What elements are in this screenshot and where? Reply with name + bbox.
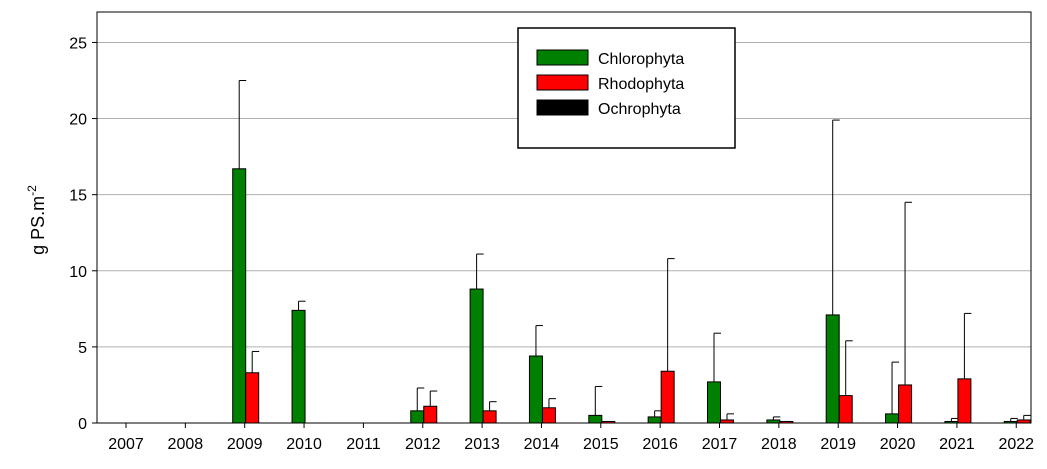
x-tick-label: 2020 [880, 436, 916, 453]
bar [528, 355, 543, 424]
bar [423, 405, 438, 424]
y-tick-label: 5 [78, 340, 87, 357]
x-tick-label: 2021 [939, 436, 975, 453]
bar [469, 288, 484, 424]
plot-frame [96, 11, 1032, 424]
x-tick-label: 2017 [702, 436, 738, 453]
legend-swatch [536, 49, 589, 66]
legend-swatch [536, 99, 589, 116]
legend-label: Ochrophyta [598, 101, 681, 118]
x-tick-label: 2016 [642, 436, 678, 453]
x-tick-label: 2014 [524, 436, 560, 453]
bar [885, 413, 900, 424]
legend-label: Chlorophyta [598, 51, 684, 68]
x-tick-label: 2015 [583, 436, 619, 453]
x-tick-label: 2012 [405, 436, 441, 453]
x-tick-label: 2008 [168, 436, 204, 453]
legend-label: Rhodophyta [598, 76, 684, 93]
bar [291, 309, 306, 424]
bar [588, 414, 603, 424]
x-tick-label: 2013 [464, 436, 500, 453]
y-tick-label: 15 [69, 188, 87, 205]
bar [957, 378, 972, 424]
bar [232, 168, 247, 424]
y-tick-label: 20 [69, 112, 87, 129]
bar [898, 384, 913, 424]
y-axis-label-sup: -2 [25, 185, 39, 196]
legend-swatch [536, 74, 589, 91]
y-tick-label: 10 [69, 264, 87, 281]
bar [660, 370, 675, 424]
bar [482, 410, 497, 424]
bar [825, 314, 840, 424]
bar [838, 395, 853, 424]
x-tick-label: 2011 [346, 436, 381, 453]
x-tick-label: 2009 [227, 436, 263, 453]
x-tick-label: 2010 [286, 436, 322, 453]
x-tick-label: 2007 [108, 436, 144, 453]
y-tick-label: 25 [69, 35, 87, 52]
x-tick-label: 2022 [998, 436, 1034, 453]
y-tick-label: 0 [78, 416, 87, 433]
bar [245, 372, 260, 424]
y-axis-label-text: g PS.m [28, 196, 48, 255]
bar [541, 407, 556, 424]
bar [410, 410, 425, 424]
bar [647, 416, 662, 424]
x-tick-label: 2019 [820, 436, 856, 453]
x-tick-label: 2018 [761, 436, 797, 453]
y-axis-label: g PS.m-2 [25, 185, 48, 255]
bar [707, 381, 721, 424]
